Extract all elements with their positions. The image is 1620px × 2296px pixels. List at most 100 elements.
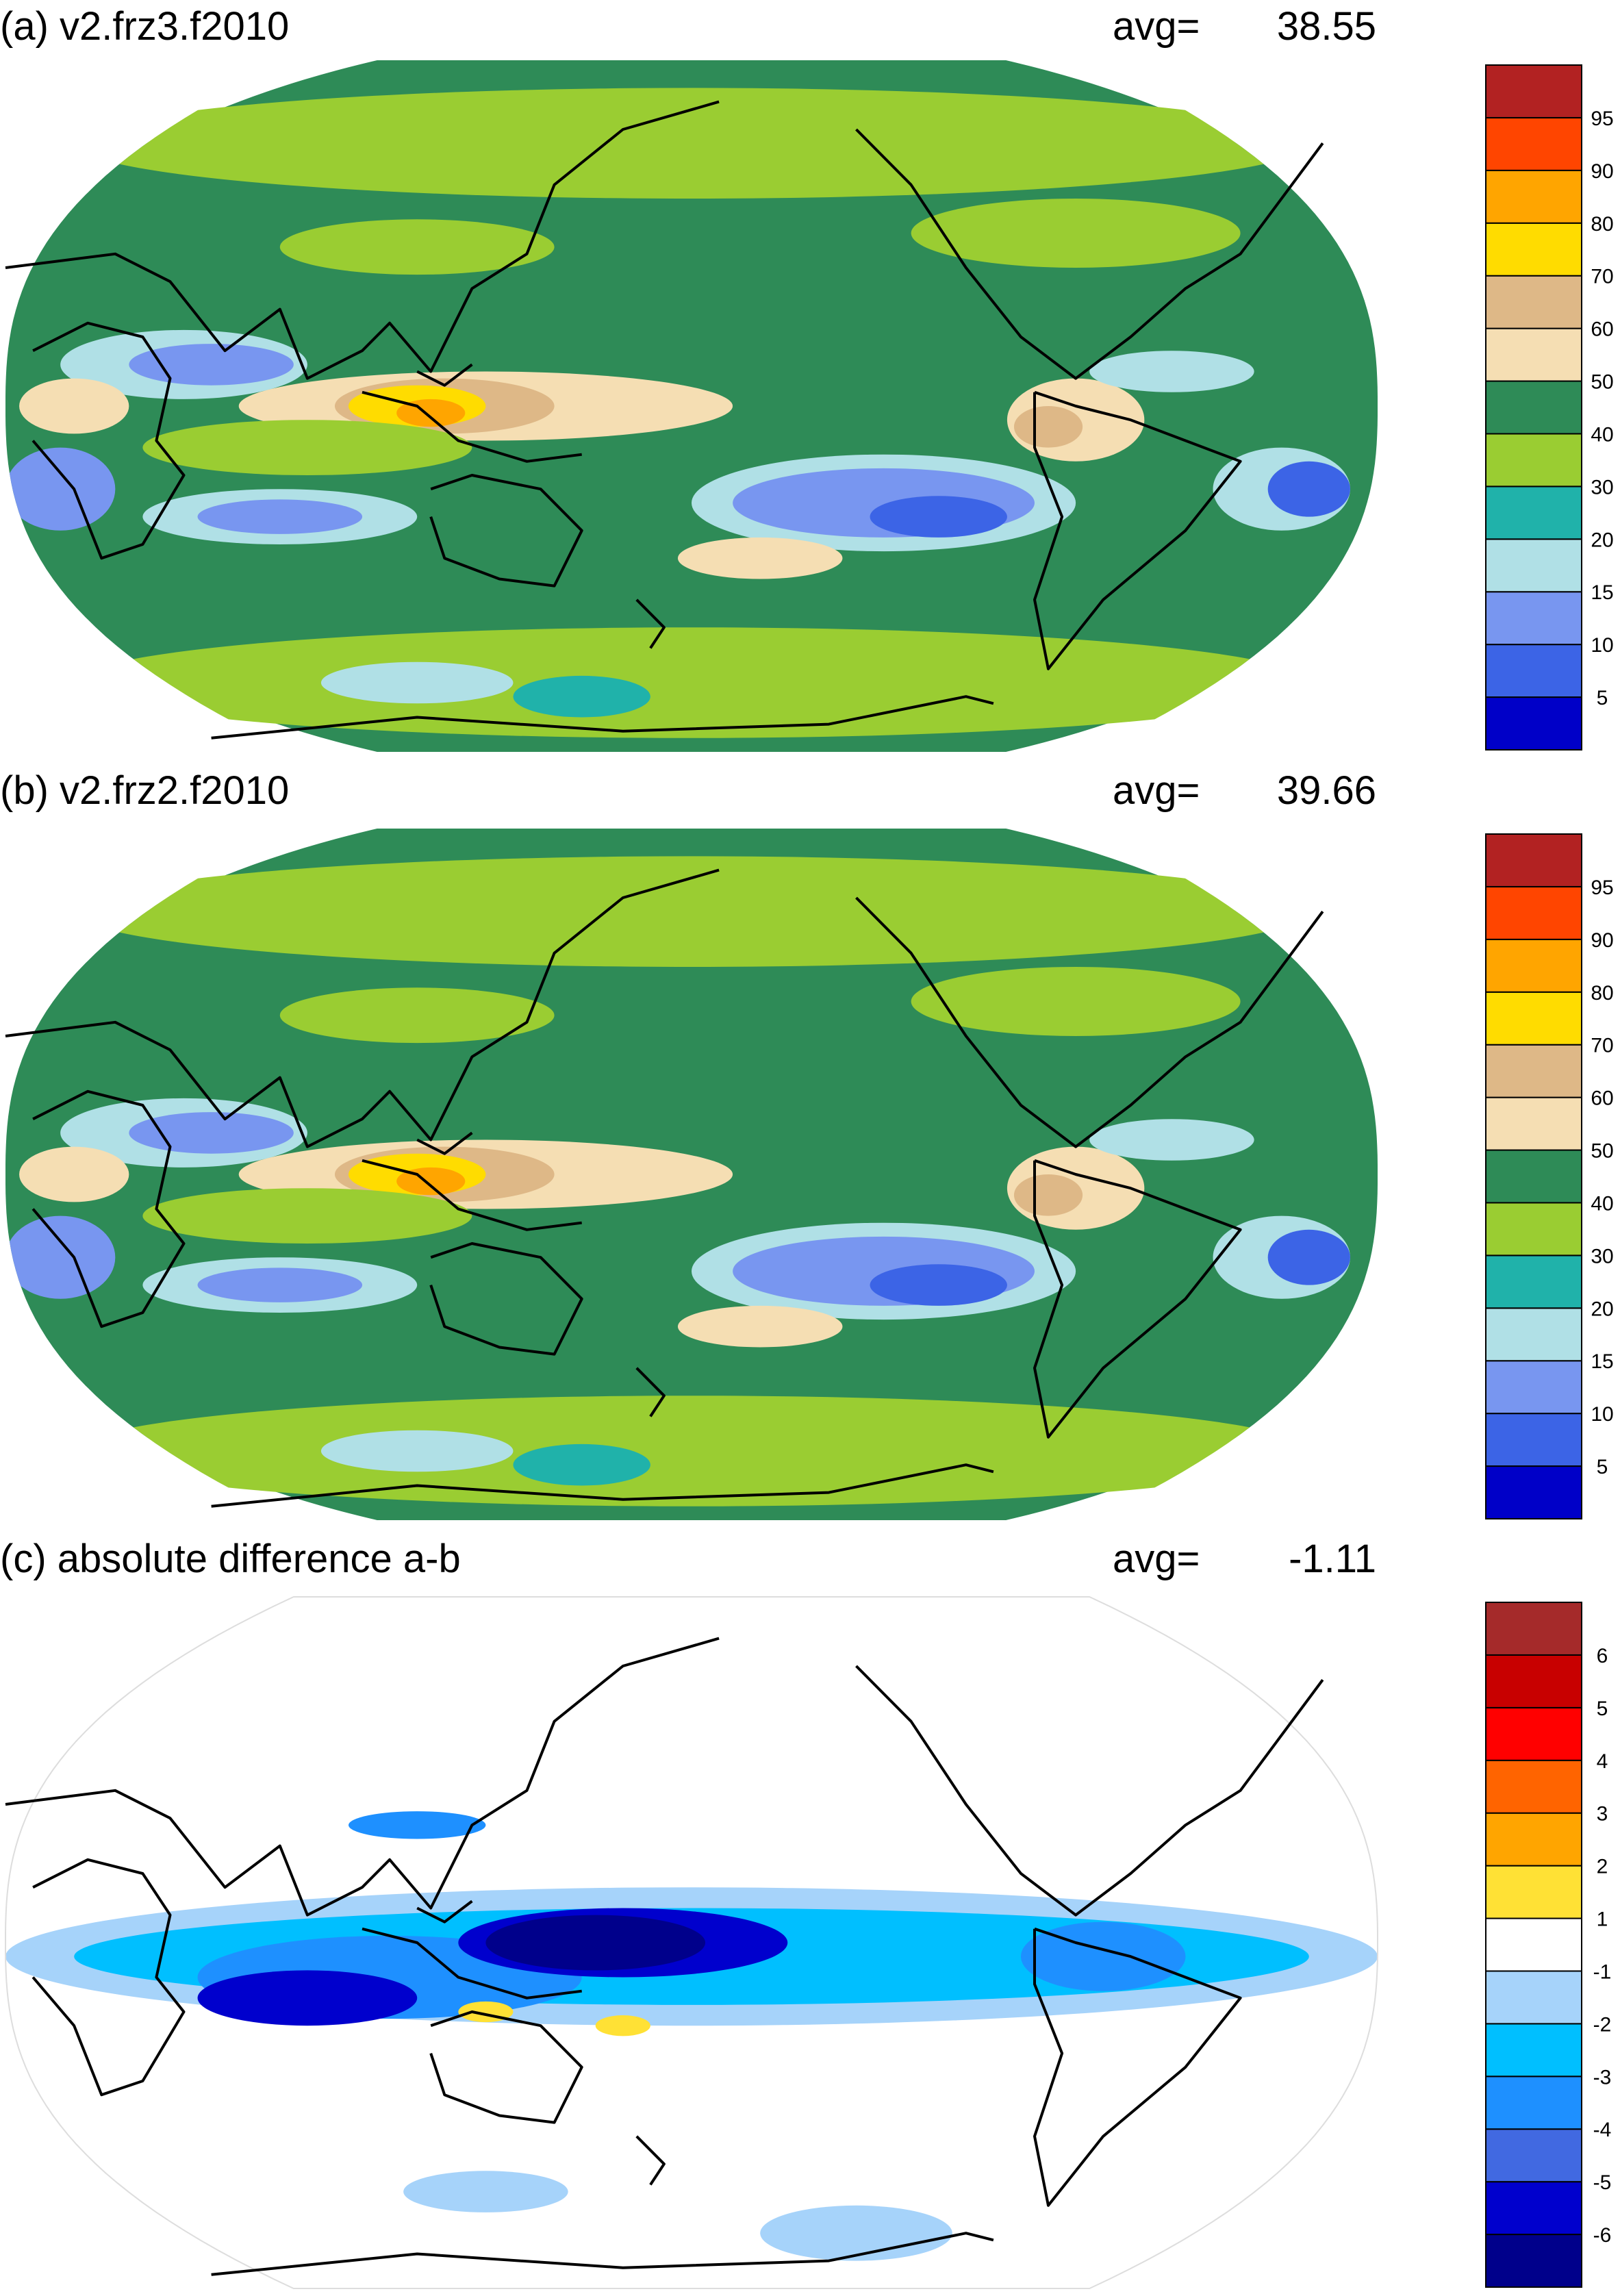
colorbar-swatch (1485, 1096, 1582, 1151)
colorbar-swatch (1485, 1360, 1582, 1415)
field-patch (1089, 1119, 1254, 1161)
panel-a: (a) v2.frz3.f2010 avg= 38.55 5 10 15 20 30 40… (0, 4, 1614, 752)
colorbar-tick-label: 40 (1591, 1192, 1613, 1215)
colorbar-tick-label: 80 (1591, 982, 1613, 1005)
colorbar-tick-label: -1 (1593, 1960, 1612, 1983)
field-patch (403, 2171, 568, 2212)
colorbar-swatch (1485, 938, 1582, 993)
colorbar-tick-label: 90 (1591, 160, 1613, 183)
colorbar-tick-label: 95 (1591, 108, 1613, 130)
field-patch (911, 967, 1241, 1036)
colorbar-swatch (1485, 380, 1582, 435)
field-patch (760, 2205, 952, 2261)
map-field-2 (5, 1597, 1378, 2288)
field-patch (349, 1811, 486, 1839)
coastline (362, 1159, 582, 1231)
colorbar-swatch (1485, 1706, 1582, 1761)
coastline (855, 128, 1324, 380)
coastline (635, 598, 666, 649)
colorbar-tick-label: 5 (1597, 1698, 1608, 1720)
field-patch (279, 987, 555, 1044)
colorbar-tick-label: -2 (1593, 2013, 1612, 2036)
coastline (1033, 1159, 1242, 1439)
colorbar-swatch (1485, 991, 1582, 1046)
panel-c-avg-label: avg= (1113, 1537, 1200, 1581)
colorbar-tick-label: 20 (1591, 1298, 1613, 1320)
colorbar-tick-label: 20 (1591, 529, 1613, 551)
colorbar-swatch (1485, 696, 1582, 750)
field-patch (197, 1267, 363, 1302)
field-patch (870, 1264, 1007, 1306)
colorbar-tick-label: 60 (1591, 1087, 1613, 1110)
coastline (429, 2010, 583, 2124)
colorbar-swatch (1485, 644, 1582, 698)
colorbar-tick-label: -5 (1593, 2171, 1612, 2194)
colorbar-tick-label: -3 (1593, 2066, 1612, 2089)
colorbar-tick-label: 60 (1591, 318, 1613, 341)
coastline (855, 896, 1324, 1148)
colorbar-tick-label: -6 (1593, 2224, 1612, 2247)
coastline (855, 1665, 1324, 1917)
colorbar-swatch (1485, 538, 1582, 593)
field-patch (1013, 1174, 1083, 1216)
colorbar-tick-label: 40 (1591, 423, 1613, 446)
colorbar-tick-label: 5 (1597, 1456, 1608, 1478)
field-patch (129, 1112, 294, 1154)
coastline (362, 390, 582, 463)
colorbar-tick-label: 5 (1597, 687, 1608, 709)
colorbar-swatch (1485, 1602, 1582, 1656)
colorbar-swatch (1485, 64, 1582, 118)
colorbar-tick-label: 30 (1591, 476, 1613, 499)
colorbar-swatch (1485, 485, 1582, 540)
coastline (362, 1927, 582, 1999)
field-patch (513, 675, 650, 718)
colorbar-tick-label: 70 (1591, 266, 1613, 288)
coastline (31, 1858, 186, 2097)
colorbar-tick-label: 10 (1591, 1403, 1613, 1426)
colorbar-b: 5 10 15 20 30 40 50 60 70 80 90 95 (1485, 833, 1614, 1519)
colorbar-swatch (1485, 1917, 1582, 1972)
map-field-1 (5, 829, 1378, 1520)
colorbar-swatch (1485, 1202, 1582, 1257)
field-patch (320, 661, 514, 704)
colorbar-swatch (1485, 275, 1582, 329)
coastline (211, 1463, 994, 1508)
map-panel-b (5, 829, 1378, 1520)
coastline (416, 1900, 473, 1923)
panel-a-title: (a) v2.frz3.f2010 (0, 4, 289, 49)
map-outline (5, 1596, 1378, 2289)
colorbar-swatch (1485, 833, 1582, 887)
colorbar-swatch (1485, 1865, 1582, 1919)
field-patch (513, 1443, 650, 1486)
panel-b-avg-label: avg= (1113, 768, 1200, 813)
colorbar-tick-label: 50 (1591, 371, 1613, 394)
colorbar-swatch (1485, 116, 1582, 171)
colorbar-swatch (1485, 222, 1582, 277)
field-patch (677, 1305, 843, 1348)
colorbar-tick-label: 80 (1591, 213, 1613, 236)
colorbar-swatch (1485, 1812, 1582, 1867)
colorbar-tick-label: 10 (1591, 634, 1613, 657)
coastline (5, 100, 720, 380)
field-patch (279, 219, 555, 275)
field-patch (1089, 351, 1254, 392)
field-patch (129, 344, 294, 386)
map-panel-c (5, 1596, 1378, 2289)
field-patch (197, 1970, 418, 2026)
colorbar-tick-label: 4 (1597, 1750, 1608, 1773)
colorbar-swatch (1485, 2023, 1582, 2078)
colorbar-tick-label: 95 (1591, 876, 1613, 899)
coastline (211, 2232, 994, 2276)
colorbar-swatch (1485, 2181, 1582, 2236)
coastline (5, 868, 720, 1148)
colorbar-tick-label: 6 (1597, 1645, 1608, 1667)
colorbar-swatch (1485, 2128, 1582, 2183)
colorbar-swatch (1485, 885, 1582, 940)
colorbar-tick-label: -4 (1593, 2119, 1612, 2141)
field-patch (1267, 461, 1350, 517)
field-patch (197, 499, 363, 534)
coastline (429, 1242, 583, 1356)
coastline (416, 363, 473, 387)
field-patch (74, 627, 1309, 738)
